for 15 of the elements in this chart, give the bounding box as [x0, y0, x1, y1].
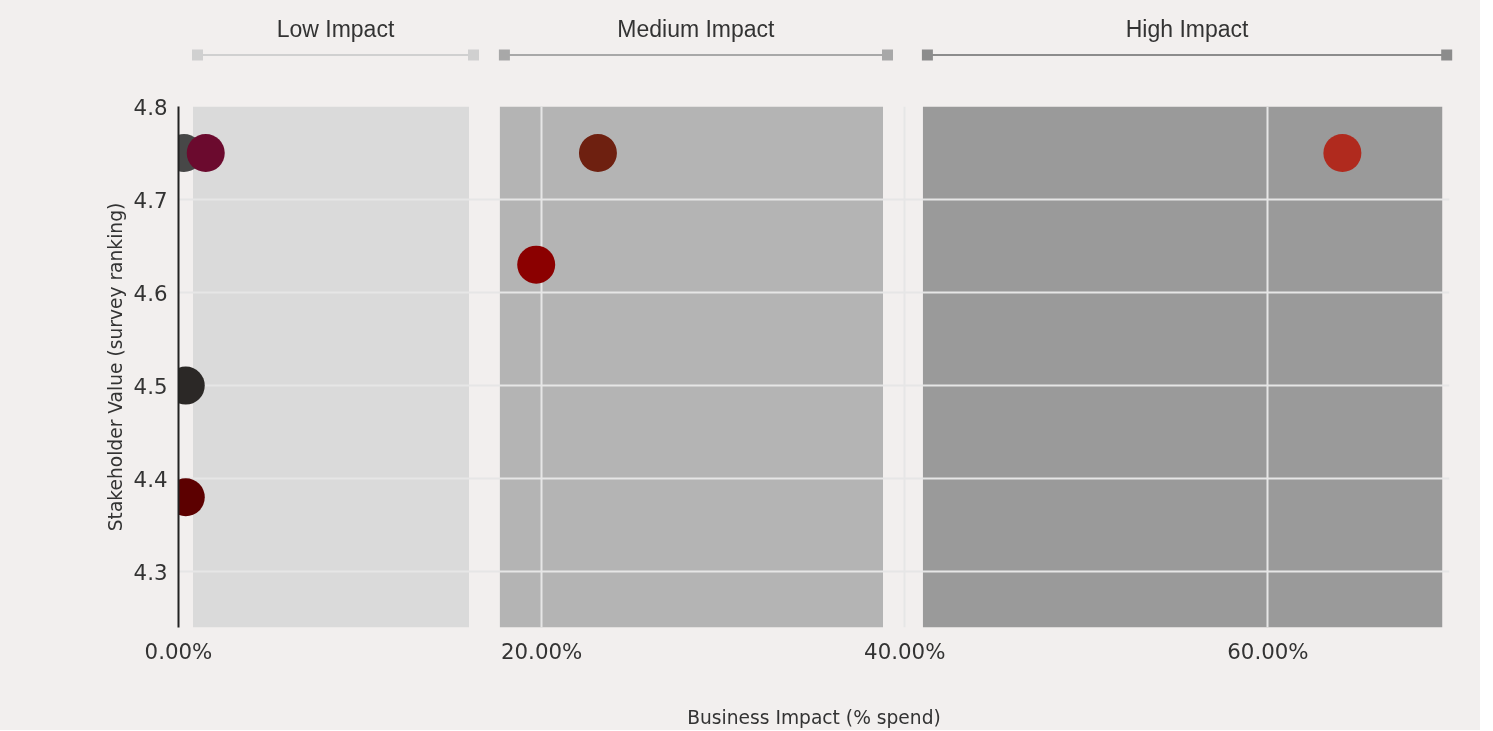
band-label: Medium Impact: [617, 16, 776, 42]
band-label: High Impact: [1125, 16, 1250, 42]
y-tick-label: 4.7: [133, 187, 168, 213]
x-axis-title: Business Impact (% spend): [687, 706, 941, 728]
y-tick-label: 4.6: [133, 280, 168, 306]
y-tick-label: 4.3: [133, 559, 168, 585]
y-axis-title: Stakeholder Value (survey ranking): [104, 202, 126, 532]
y-tick-label: 4.8: [133, 94, 168, 120]
x-tick-label: 20.00%: [500, 638, 583, 664]
y-tick-label: 4.4: [133, 466, 168, 492]
x-tick-label: 0.00%: [144, 638, 213, 664]
x-tick-label: 40.00%: [864, 638, 946, 664]
x-tick-label: 60.00%: [1227, 638, 1309, 664]
band-label: Low Impact: [276, 16, 395, 42]
y-tick-label: 4.5: [133, 373, 168, 399]
